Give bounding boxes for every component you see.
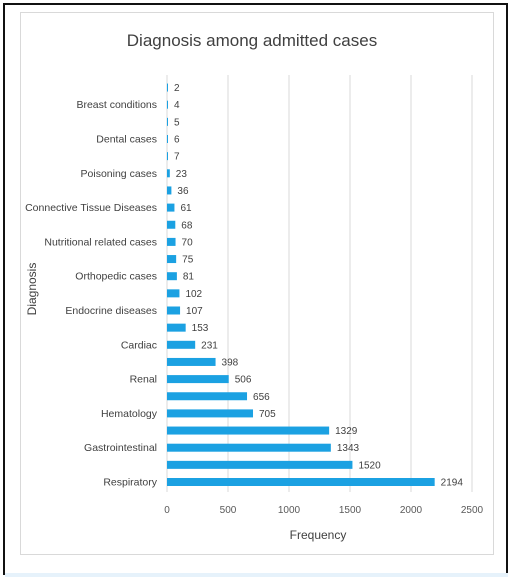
data-label: 81: [183, 272, 195, 283]
category-label: Respiratory: [103, 477, 157, 489]
x-tick-label: 500: [220, 505, 237, 516]
category-labels: Respiratory Gastrointestinal Hematology Ren…: [25, 99, 158, 488]
category-label: Cardiac: [121, 339, 157, 351]
category-label: Renal: [130, 374, 157, 386]
x-axis-title: Frequency: [290, 528, 347, 542]
data-label: 1520: [358, 460, 381, 471]
category-label: Poisoning cases: [81, 168, 157, 180]
category-label: Dental cases: [96, 134, 157, 146]
data-label: 656: [253, 392, 270, 403]
data-label: 5: [174, 117, 180, 128]
data-label: 36: [177, 186, 189, 197]
data-label: 2194: [441, 478, 464, 489]
bar: [167, 152, 168, 161]
bar: [167, 323, 186, 332]
data-label: 70: [182, 237, 194, 248]
bar: [167, 460, 353, 469]
data-label: 4: [174, 100, 180, 111]
data-label: 1329: [335, 426, 358, 437]
bar: [167, 426, 330, 435]
data-label: 61: [180, 203, 192, 214]
data-label: 68: [181, 220, 193, 231]
data-label: 153: [192, 323, 209, 334]
data-label: 75: [182, 255, 194, 266]
bar: [167, 83, 168, 92]
x-tick-label: 1500: [339, 505, 362, 516]
x-tick-label: 2000: [400, 505, 423, 516]
bar: [167, 375, 229, 384]
data-label: 398: [222, 357, 239, 368]
gridlines: [166, 75, 473, 492]
data-label: 2: [174, 83, 180, 94]
chart-title: Diagnosis among admitted cases: [127, 31, 377, 50]
data-label: 23: [176, 169, 188, 180]
category-label: Hematology: [101, 408, 158, 420]
bar: [167, 289, 180, 298]
data-label: 705: [259, 409, 276, 420]
bars: [167, 83, 435, 486]
bar: [167, 220, 176, 229]
bar: [167, 186, 172, 195]
bar: [167, 306, 181, 315]
y-axis-title: Diagnosis: [25, 263, 39, 316]
bar: [167, 100, 168, 109]
category-label: Orthopedic cases: [75, 271, 157, 283]
bar: [167, 237, 176, 246]
category-label: Nutritional related cases: [44, 236, 157, 248]
category-label: Breast conditions: [76, 99, 157, 111]
bar: [167, 169, 170, 178]
bar: [167, 117, 168, 126]
bottom-strip: [5, 573, 508, 577]
bar: [167, 135, 168, 143]
value-labels: 2194152013431329705656506398231153107102…: [174, 83, 463, 488]
bar: [167, 203, 175, 212]
x-tick-label: 2500: [461, 505, 484, 516]
data-label: 506: [235, 375, 252, 386]
category-label: Connective Tissue Diseases: [25, 202, 157, 214]
bar: [167, 357, 216, 366]
x-tick-labels: 0 500 1000 1500 2000 2500: [164, 505, 483, 516]
data-label: 107: [186, 306, 203, 317]
x-tick-label: 0: [164, 505, 170, 516]
bar: [167, 478, 435, 486]
x-tick-label: 1000: [278, 505, 301, 516]
bar: [167, 392, 248, 401]
bar: [167, 255, 177, 264]
data-label: 1343: [337, 443, 360, 454]
category-label: Endocrine diseases: [65, 305, 157, 317]
bar: [167, 340, 196, 349]
category-label: Gastrointestinal: [84, 442, 157, 454]
data-label: 231: [201, 340, 218, 351]
bar: [167, 409, 254, 418]
bar: [167, 272, 177, 281]
data-label: 7: [174, 152, 180, 163]
data-label: 6: [174, 135, 180, 146]
bar: [167, 443, 331, 452]
data-label: 102: [185, 289, 202, 300]
